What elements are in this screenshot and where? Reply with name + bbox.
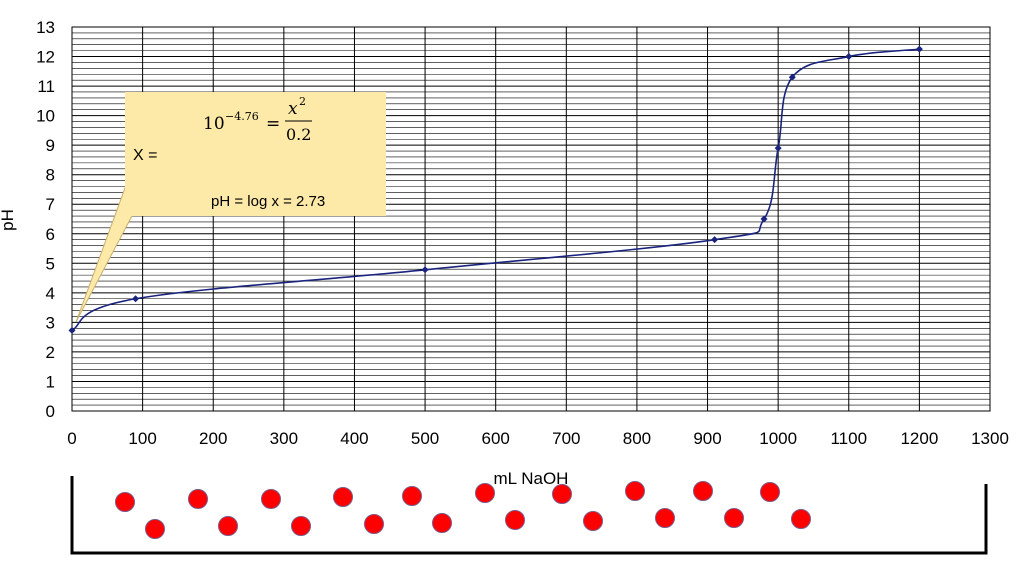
x-tick-label: 700 [552,429,580,448]
particle [432,513,452,533]
particle [724,508,744,528]
data-point [774,144,782,152]
x-tick-label: 0 [67,429,76,448]
y-tick-label: 9 [46,136,55,155]
grid [71,26,991,412]
particle [475,483,495,503]
plot-area [71,26,991,412]
y-tick-label: 3 [46,313,55,332]
x-tick-label: 1200 [900,429,938,448]
beaker [70,476,988,555]
particle [402,486,422,506]
x-tick-label: 600 [482,429,510,448]
ph-result: pH = log x = 2.73 [211,193,325,210]
particle [364,514,384,534]
particle [655,508,675,528]
x-tick-label: 900 [693,429,721,448]
x-tick-label: 1100 [830,429,867,448]
equation-base: 10 [203,114,225,134]
data-point [915,45,923,53]
x-tick-label: 1000 [759,429,797,448]
x-equals-label: X = [133,147,157,164]
equation-denominator: 0.2 [286,125,311,144]
x-tick-label: 200 [199,429,227,448]
particle [261,489,281,509]
y-tick-label: 13 [36,18,55,37]
formula-callout: X = 10 −4.76 = x 2 0.2 pH = log x = 2.73 [75,92,386,323]
data-point [711,236,719,244]
y-tick-label: 7 [46,195,55,214]
y-tick-label: 6 [46,225,55,244]
particle [791,509,811,529]
data-point [68,326,76,334]
particles [115,481,811,539]
y-tick-label: 2 [46,343,55,362]
particle [625,481,645,501]
particle [291,516,311,536]
y-tick-label: 4 [46,284,55,303]
particle [115,492,135,512]
y-tick-label: 11 [37,77,55,96]
data-point [421,266,429,274]
x-tick-label: 100 [128,429,156,448]
x-tick-label: 800 [623,429,651,448]
x-axis-title: mL NaOH [494,469,569,488]
data-point [760,215,768,223]
particle [218,516,238,536]
y-tick-label: 1 [46,372,55,391]
x-tick-label: 1300 [971,429,1009,448]
y-tick-label: 12 [36,48,55,67]
callout-box [125,92,386,216]
y-tick-label: 8 [46,166,55,185]
equation-exponent: −4.76 [225,110,259,123]
data-point [788,73,796,81]
y-tick-label: 5 [46,254,55,273]
x-tick-label: 300 [270,429,298,448]
tick-labels: 0 100 200 300 400 500 600 700 800 900 1000 1100 1200… [36,18,1009,448]
particle [188,489,208,509]
particle [552,484,572,504]
data-point [845,53,853,61]
particle [583,511,603,531]
particle [693,481,713,501]
data-point [132,295,140,303]
equation-numerator: x [288,99,298,119]
beaker-outline [70,476,988,555]
particle [145,519,165,539]
particle [505,510,525,530]
series-line [71,48,920,332]
axis-titles: mL NaOH pH [0,209,568,488]
series [68,45,923,334]
x-tick-label: 400 [340,429,368,448]
equation-equals: = [266,114,280,134]
particle [333,487,353,507]
particle [760,482,780,502]
y-tick-label: 10 [36,107,55,126]
y-tick-label: 0 [46,402,55,421]
y-axis-title: pH [0,209,17,231]
x-tick-label: 500 [411,429,439,448]
equation-numerator-exponent: 2 [299,95,306,108]
